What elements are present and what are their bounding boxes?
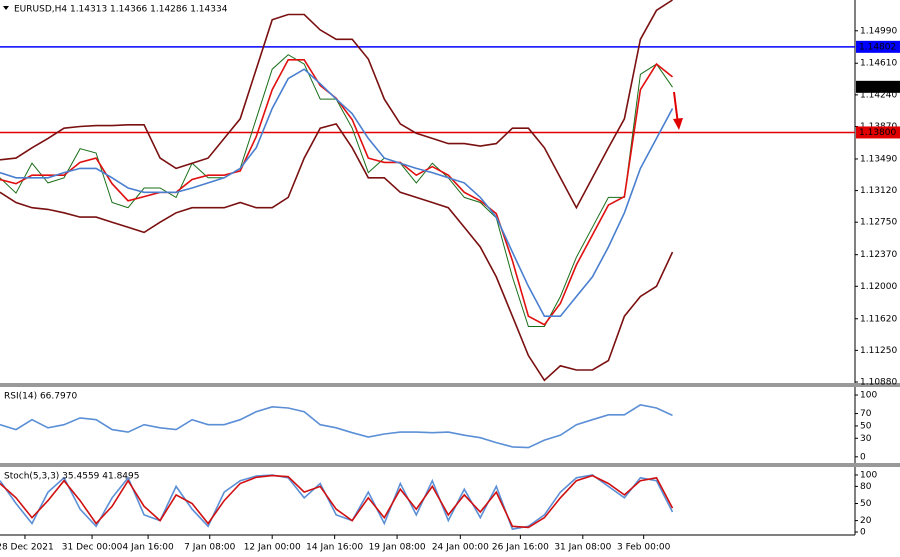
last-price-label: 1.14334 (859, 82, 896, 92)
menu-triangle (3, 6, 9, 10)
y-tick-label: 1.11250 (860, 346, 897, 356)
pane-title: EURUSD,H4 1.14313 1.14366 1.14286 1.1433… (14, 5, 228, 15)
y-tick-label: 1.14610 (860, 59, 897, 69)
x-tick-label: 31 Jan 08:00 (554, 543, 611, 553)
y-tick-label: 100 (860, 470, 877, 480)
x-tick-label: 26 Jan 16:00 (492, 543, 549, 553)
x-tick-label: 4 Jan 16:00 (122, 543, 174, 553)
x-tick-label: 31 Dec 00:00 (62, 543, 123, 553)
level-label: 1.14802 (859, 42, 896, 52)
last-price-box (856, 80, 900, 93)
y-tick-label: 1.13120 (860, 186, 897, 196)
x-tick-label: 7 Jan 08:00 (184, 543, 236, 553)
x-tick-label: 28 Dec 2021 (0, 543, 54, 553)
y-tick-label: 70 (860, 409, 872, 419)
x-tick-label: 3 Feb 00:00 (617, 543, 671, 553)
pane-title: RSI(14) 66.7970 (4, 392, 77, 402)
y-tick-label: 1.12370 (860, 250, 897, 260)
y-tick-label: 1.13490 (860, 154, 897, 164)
series-line (0, 122, 674, 382)
y-tick-label: 50 (860, 499, 872, 509)
y-tick-label: 1.10880 (860, 378, 897, 388)
arrow-head (673, 118, 683, 130)
pane-separator (0, 383, 900, 387)
y-tick-label: 20 (860, 516, 872, 526)
y-tick-label: 0 (860, 452, 866, 462)
y-tick-label: 1.11620 (860, 314, 897, 324)
series-line (0, 474, 674, 531)
pane-title: Stoch(5,3,3) 35.4559 41.8495 (4, 472, 139, 482)
series-line (0, 474, 674, 529)
y-tick-label: 50 (860, 421, 872, 431)
x-tick-label: 19 Jan 08:00 (369, 543, 426, 553)
x-tick-label: 24 Jan 00:00 (432, 543, 489, 553)
y-tick-label: 1.12000 (860, 282, 897, 292)
y-tick-label: 80 (860, 482, 872, 492)
x-tick-label: 14 Jan 16:00 (306, 543, 363, 553)
y-tick-label: 1.14990 (860, 26, 897, 36)
series-line (0, 0, 673, 210)
y-tick-label: 1.14240 (860, 90, 897, 100)
y-tick-label: 30 (860, 434, 872, 444)
level-label: 1.13800 (859, 128, 896, 138)
x-tick-label: 12 Jan 00:00 (244, 543, 301, 553)
y-tick-label: 0 (860, 528, 866, 538)
series-line (0, 68, 674, 317)
level-label-box (856, 40, 900, 53)
level-label-box (856, 126, 900, 139)
series-line (0, 404, 673, 449)
y-tick-label: 1.12750 (860, 218, 897, 228)
pane-separator (0, 463, 900, 467)
y-tick-label: 100 (860, 391, 877, 401)
